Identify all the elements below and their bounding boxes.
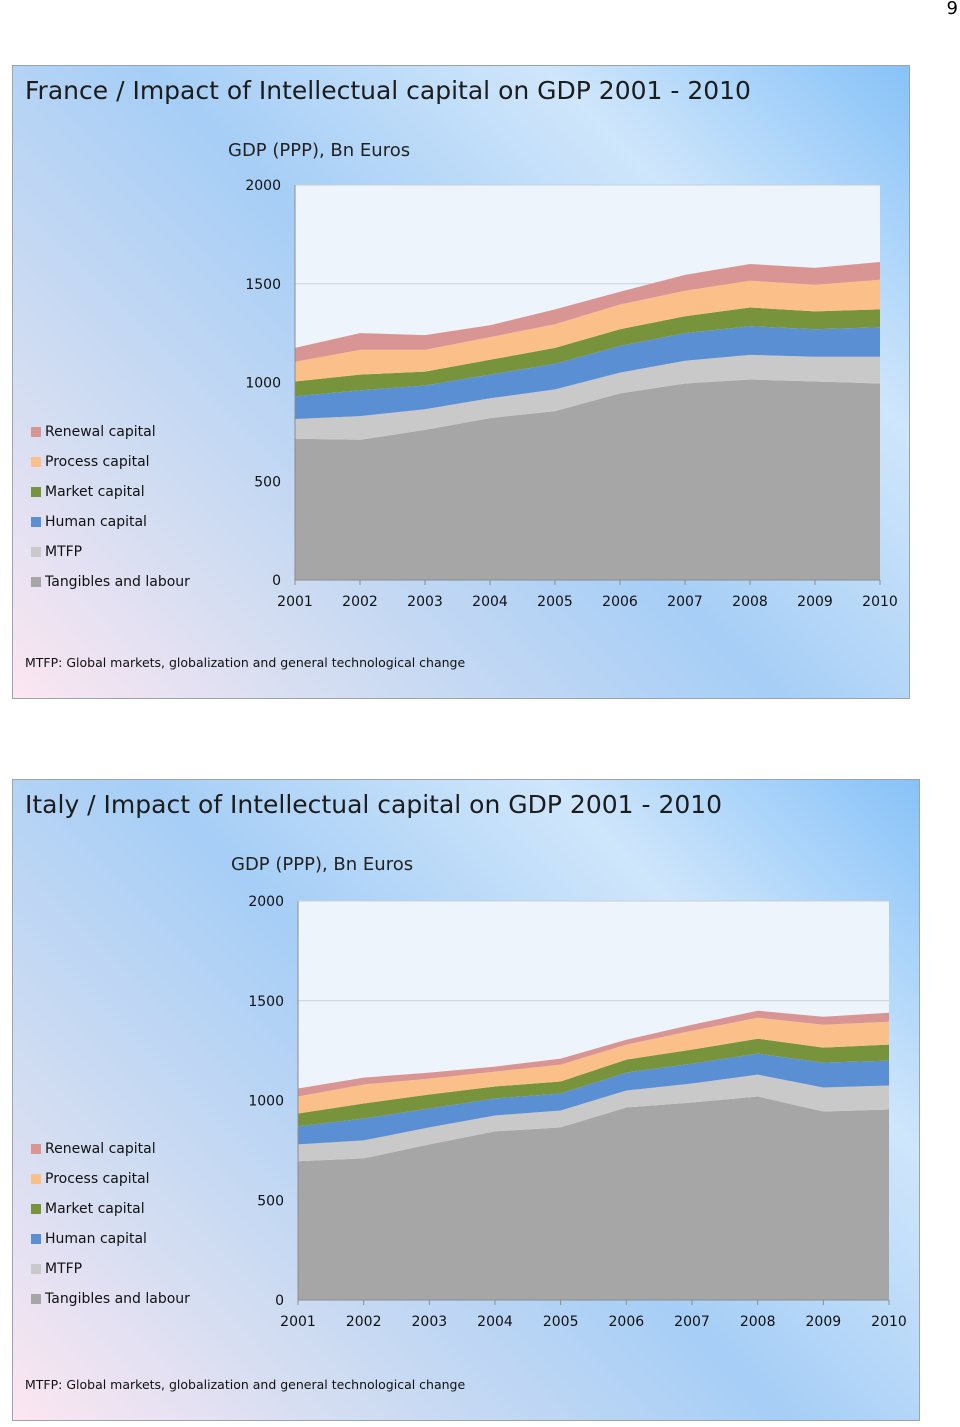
slide-title: France / Impact of Intellectual capital …	[25, 76, 751, 105]
area-series	[295, 307, 880, 397]
legend-swatch	[31, 547, 41, 557]
slide-italy: Italy / Impact of Intellectual capital o…	[12, 779, 920, 1421]
legend-label: Market capital	[45, 1201, 145, 1217]
area-series	[298, 1010, 889, 1097]
legend-swatch	[31, 517, 41, 527]
y-tick-label: 1500	[248, 994, 284, 1010]
chart-title: GDP (PPP), Bn Euros	[231, 854, 414, 875]
x-tick-label: 2010	[871, 1314, 907, 1330]
x-tick-label: 2004	[472, 594, 508, 610]
legend-label: Market capital	[45, 484, 145, 500]
legend-label: Human capital	[45, 514, 147, 530]
legend-item: Process capital	[31, 1164, 190, 1194]
y-tick-label: 1000	[245, 376, 281, 392]
legend-swatch	[31, 1174, 41, 1184]
area-series	[298, 1017, 889, 1114]
x-tick-label: 2003	[407, 594, 443, 610]
x-tick-label: 2006	[609, 1314, 645, 1330]
legend-label: Tangibles and labour	[45, 1291, 190, 1307]
legend-item: MTFP	[31, 537, 190, 567]
area-series	[298, 1053, 889, 1145]
x-tick-label: 2005	[543, 1314, 579, 1330]
legend-item: Market capital	[31, 477, 190, 507]
legend-item: Renewal capital	[31, 417, 190, 447]
area-series	[295, 326, 880, 419]
legend-swatch	[31, 1204, 41, 1214]
legend-item: Market capital	[31, 1194, 190, 1224]
legend-item: Process capital	[31, 447, 190, 477]
chart-legend: Renewal capital Process capital Market c…	[31, 417, 190, 597]
y-tick-label: 500	[254, 474, 281, 490]
x-tick-label: 2001	[280, 1314, 316, 1330]
legend-item: Renewal capital	[31, 1134, 190, 1164]
legend-swatch	[31, 457, 41, 467]
area-series	[295, 262, 880, 362]
area-series	[295, 279, 880, 382]
y-tick-label: 500	[257, 1193, 284, 1209]
area-series	[295, 379, 880, 580]
legend-item: Human capital	[31, 507, 190, 537]
legend-label: Renewal capital	[45, 424, 156, 440]
y-tick-label: 2000	[245, 178, 281, 194]
area-series	[298, 1038, 889, 1127]
x-tick-label: 2001	[277, 594, 313, 610]
slide-title: Italy / Impact of Intellectual capital o…	[25, 790, 723, 819]
y-tick-label: 1000	[248, 1094, 284, 1110]
legend-swatch	[31, 1144, 41, 1154]
x-tick-label: 2002	[342, 594, 378, 610]
legend-swatch	[31, 487, 41, 497]
legend-item: Human capital	[31, 1224, 190, 1254]
footnote: MTFP: Global markets, globalization and …	[25, 1377, 466, 1392]
legend-label: Tangibles and labour	[45, 574, 190, 590]
area-chart-france: 0 500 1000 1500 2000 2001 2002 2003 2004 2005 2006…	[245, 178, 898, 610]
page-number: 9	[946, 0, 958, 19]
x-tick-label: 2003	[412, 1314, 448, 1330]
legend-swatch	[31, 427, 41, 437]
x-tick-label: 2010	[862, 594, 898, 610]
legend-label: MTFP	[45, 1261, 83, 1277]
legend-item: Tangibles and labour	[31, 1284, 190, 1314]
x-tick-label: 2008	[740, 1314, 776, 1330]
legend-item: Tangibles and labour	[31, 567, 190, 597]
y-tick-label: 0	[275, 1293, 284, 1309]
area-series	[298, 1096, 889, 1300]
chart-legend: Renewal capital Process capital Market c…	[31, 1134, 190, 1314]
x-tick-label: 2008	[732, 594, 768, 610]
x-tick-label: 2005	[537, 594, 573, 610]
footnote: MTFP: Global markets, globalization and …	[25, 655, 466, 670]
area-series	[298, 1074, 889, 1162]
y-tick-label: 2000	[248, 894, 284, 910]
legend-label: Process capital	[45, 454, 150, 470]
x-tick-label: 2006	[602, 594, 638, 610]
legend-swatch	[31, 1294, 41, 1304]
legend-label: MTFP	[45, 544, 83, 560]
legend-item: MTFP	[31, 1254, 190, 1284]
x-tick-label: 2004	[477, 1314, 513, 1330]
chart-title: GDP (PPP), Bn Euros	[228, 140, 411, 161]
legend-label: Human capital	[45, 1231, 147, 1247]
y-tick-label: 0	[272, 573, 281, 589]
x-tick-label: 2009	[797, 594, 833, 610]
legend-swatch	[31, 1264, 41, 1274]
area-series	[295, 354, 880, 440]
x-tick-label: 2002	[346, 1314, 382, 1330]
x-tick-label: 2007	[667, 594, 703, 610]
slide-france: France / Impact of Intellectual capital …	[12, 65, 910, 699]
x-tick-label: 2009	[806, 1314, 842, 1330]
area-chart-italy: 0 500 1000 1500 2000 2001 2002 2003 2004 2005 2006…	[248, 894, 907, 1330]
legend-swatch	[31, 1234, 41, 1244]
legend-label: Process capital	[45, 1171, 150, 1187]
legend-label: Renewal capital	[45, 1141, 156, 1157]
y-tick-label: 1500	[245, 277, 281, 293]
legend-swatch	[31, 577, 41, 587]
x-tick-label: 2007	[674, 1314, 710, 1330]
